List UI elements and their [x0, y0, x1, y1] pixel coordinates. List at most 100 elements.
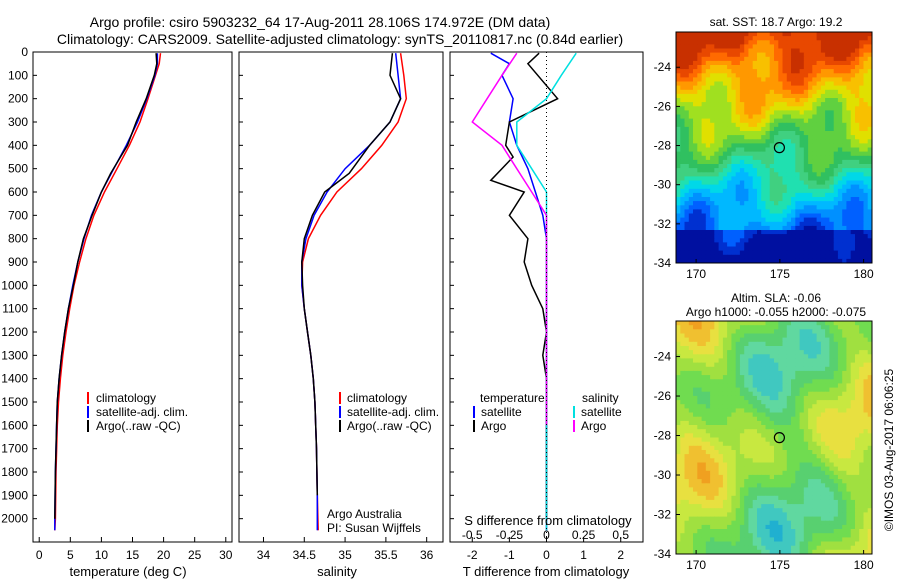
sla-cell [837, 466, 843, 472]
sst-cell [705, 131, 711, 136]
sst-cell [718, 238, 724, 243]
sla-cell [739, 495, 745, 501]
sla-cell [705, 433, 711, 438]
sla-cell [808, 366, 813, 372]
sla-cell [837, 354, 843, 359]
sst-cell [859, 205, 864, 210]
sla-cell [731, 395, 737, 401]
sst-cell [774, 143, 779, 148]
sla-cell [727, 408, 732, 413]
sst-cell [688, 89, 694, 95]
sla-cell [842, 395, 847, 401]
sla-cell [722, 437, 728, 443]
sla-cell [863, 483, 869, 488]
sla-cell [786, 379, 792, 384]
sst-cell [795, 139, 800, 144]
sst-cell [739, 164, 745, 169]
y-tick-label: 2000 [1, 512, 28, 526]
sla-cell [786, 420, 792, 426]
sst-cell [748, 52, 754, 58]
sla-cell [842, 404, 847, 409]
sla-cell [774, 425, 779, 430]
sla-cell [722, 483, 728, 488]
sst-cell [829, 192, 835, 198]
sla-cell [859, 425, 864, 430]
sla-cell [846, 329, 852, 334]
sla-cell [744, 512, 749, 517]
sst-cell [761, 77, 766, 82]
sst-cell [769, 230, 775, 235]
sst-cell [774, 172, 779, 177]
sla-cell [867, 499, 873, 505]
sst-cell [761, 209, 766, 214]
sla-cell [808, 354, 813, 359]
sst-cell [714, 122, 719, 128]
sst-cell [799, 180, 805, 185]
sst-cell [803, 258, 809, 264]
sst-cell [761, 221, 766, 227]
sst-cell [850, 143, 856, 148]
sla-cell [825, 416, 830, 422]
sst-cell [825, 48, 830, 53]
sla-cell [846, 416, 852, 422]
sst-cell [812, 73, 817, 78]
sst-cell [731, 60, 737, 66]
sla-cell [731, 350, 737, 355]
sst-cell [816, 201, 822, 206]
sst-cell [735, 147, 741, 152]
sla-cell [820, 337, 826, 343]
y-tick-label: -30 [654, 178, 672, 192]
sla-cell [782, 466, 788, 472]
sla-cell [846, 375, 852, 380]
sst-cell [863, 65, 869, 70]
sla-cell [688, 458, 694, 463]
sla-cell [859, 458, 864, 463]
sst-cell [829, 151, 835, 157]
sst-cell [701, 118, 707, 124]
sla-cell [765, 329, 771, 334]
sla-cell [752, 350, 758, 355]
sst-cell [829, 32, 835, 37]
sla-cell [710, 346, 715, 351]
sst-cell [837, 151, 843, 157]
sla-cell [825, 458, 830, 463]
sst-cell [795, 205, 800, 210]
sst-cell [769, 89, 775, 95]
sla-cell [803, 508, 809, 513]
sst-cell [859, 126, 864, 132]
sst-cell [803, 172, 809, 177]
sst-cell [722, 93, 728, 99]
sst-cell [722, 106, 728, 111]
sst-cell [837, 143, 843, 148]
sla-cell [855, 512, 860, 517]
sla-cell [795, 387, 800, 393]
sst-cell [867, 56, 873, 62]
sst-cell [825, 230, 830, 235]
sla-cell [718, 383, 724, 388]
sla-cell [697, 395, 702, 401]
sla-cell [676, 458, 681, 463]
sst-cell [816, 65, 822, 70]
sst-cell [774, 36, 779, 41]
sla-cell [722, 495, 728, 501]
sla-cell [820, 325, 826, 330]
sla-cell [693, 425, 698, 430]
sla-cell [680, 429, 685, 434]
sst-cell [816, 250, 822, 256]
sst-cell [825, 44, 830, 49]
sst-cell [727, 122, 732, 128]
sst-cell [842, 155, 847, 161]
sst-cell [774, 98, 779, 103]
sla-cell [735, 466, 741, 472]
sst-cell [786, 65, 792, 70]
sla-cell [795, 504, 800, 509]
sst-cell [757, 238, 762, 243]
sst-cell [680, 221, 685, 227]
sla-cell [701, 370, 707, 376]
sla-cell [782, 450, 788, 455]
sst-cell [863, 48, 869, 53]
sla-cell [714, 383, 719, 388]
sla-cell [769, 479, 775, 484]
sst-cell [867, 192, 873, 198]
sla-cell [778, 416, 783, 422]
